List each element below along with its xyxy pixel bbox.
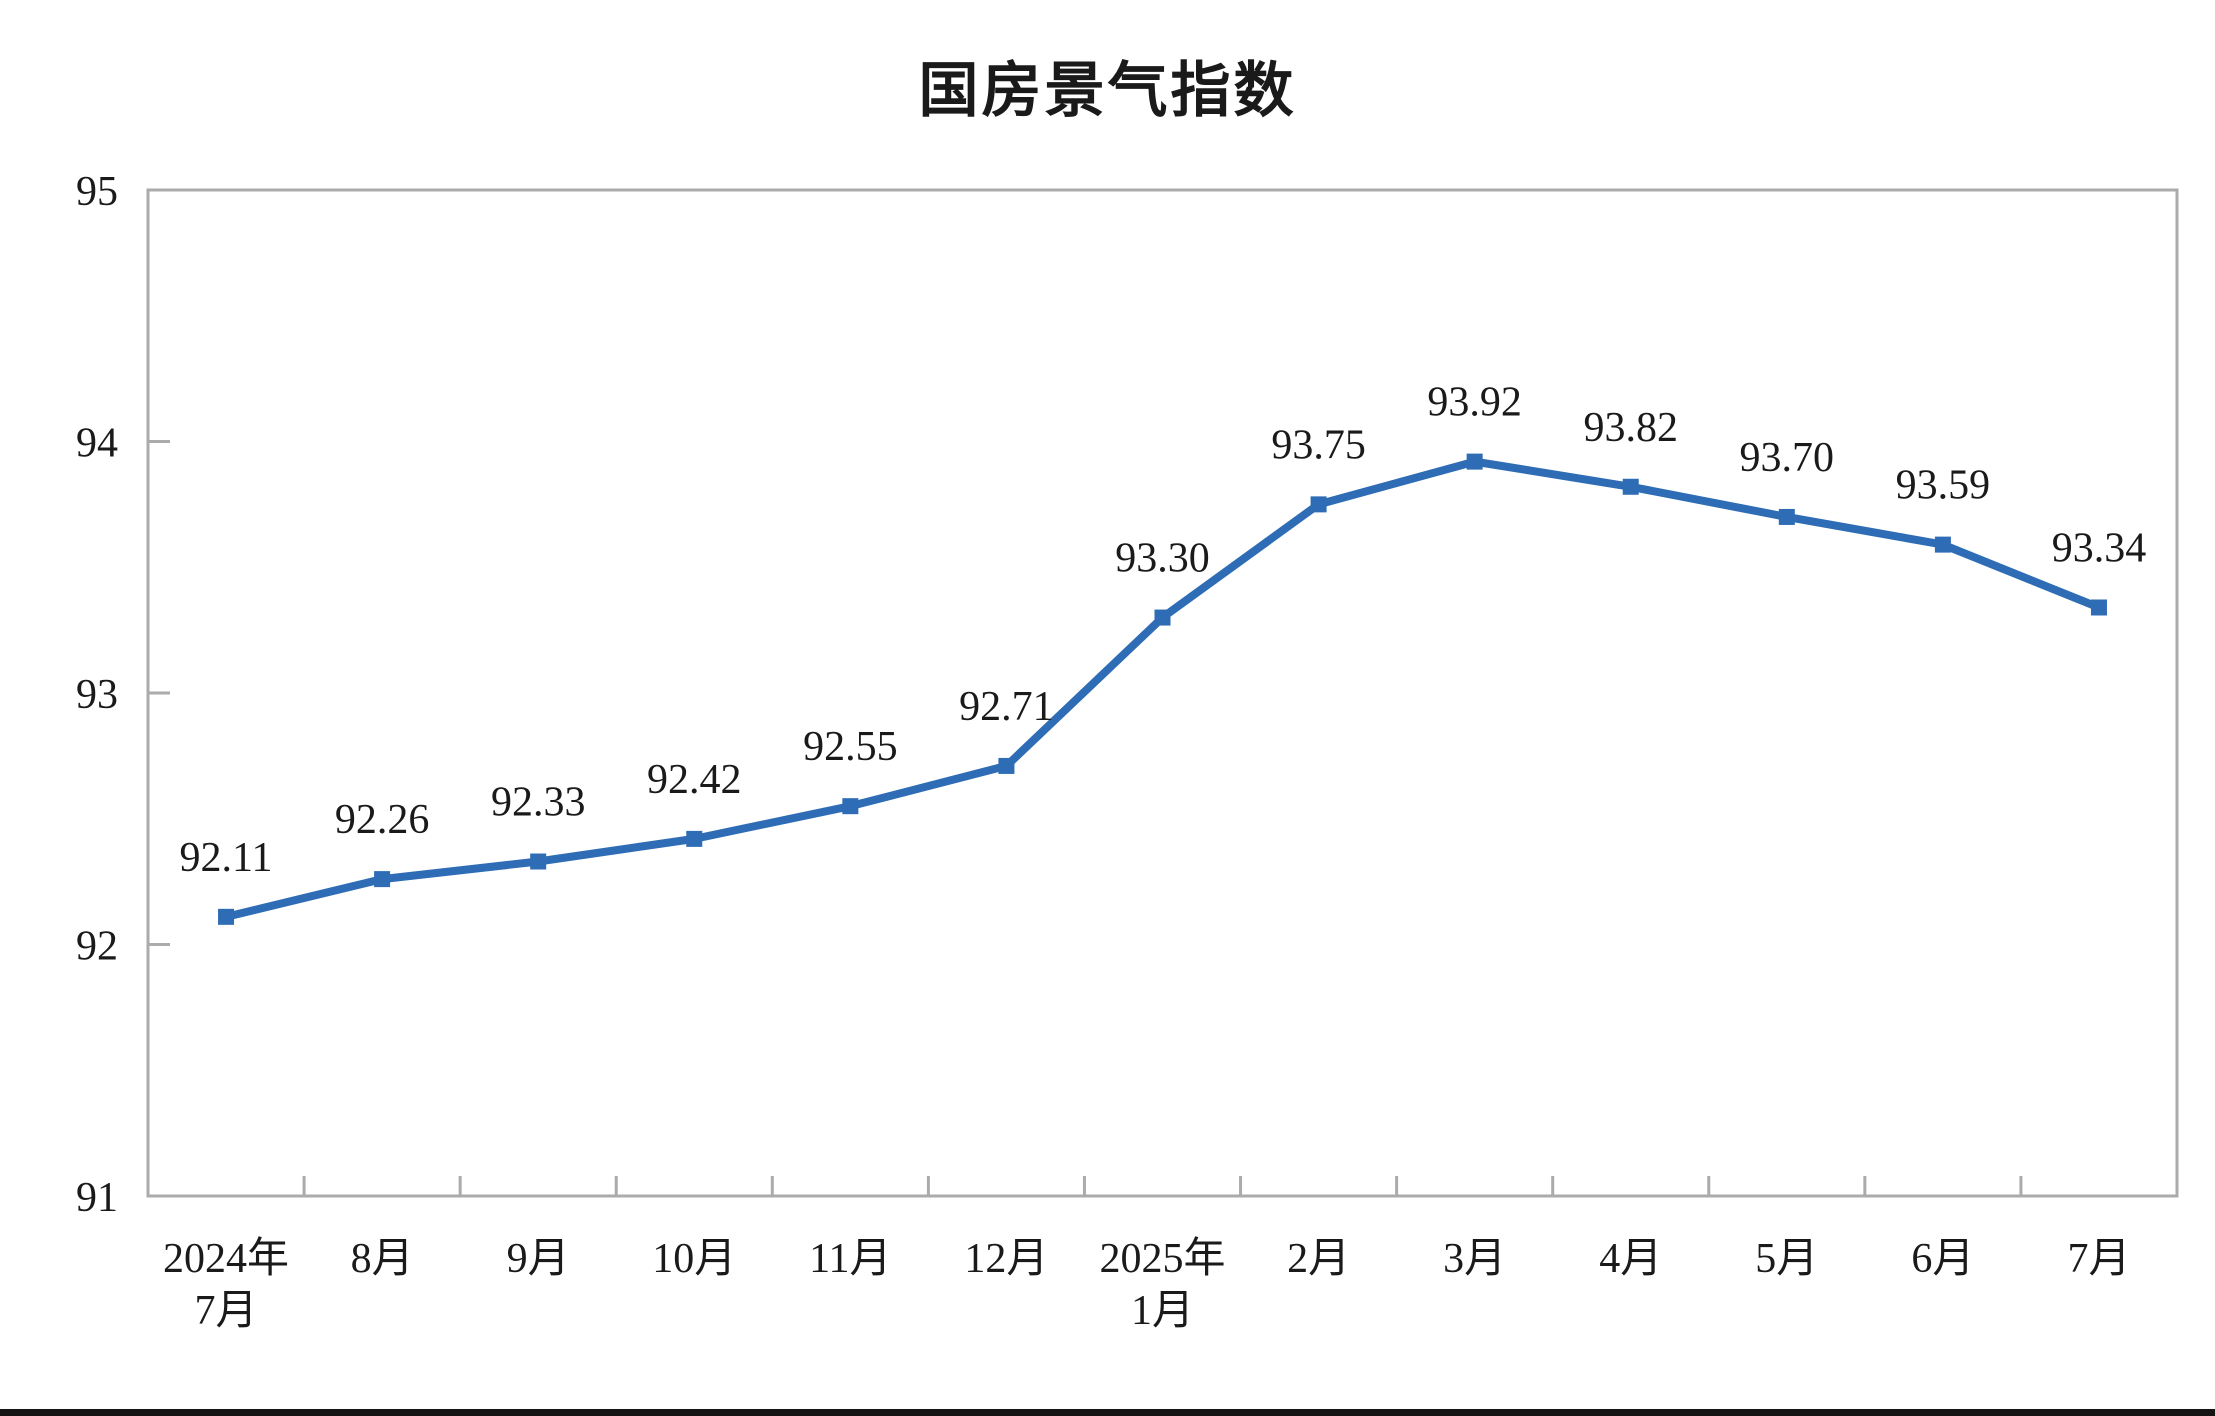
- data-point-marker: [1934, 536, 1951, 553]
- data-point-marker: [1622, 478, 1639, 495]
- data-point-label: 92.26: [335, 797, 430, 843]
- chart-title: 国房景气指数: [918, 57, 1297, 124]
- data-point-marker: [530, 853, 547, 870]
- bottom-divider-bar: [0, 1409, 2215, 1416]
- data-point-label: 93.75: [1271, 422, 1366, 468]
- data-point-marker: [2090, 599, 2107, 616]
- data-point-label: 93.59: [1896, 463, 1991, 509]
- data-point-marker: [842, 798, 859, 815]
- data-point-marker: [1778, 508, 1795, 525]
- data-point-label: 93.34: [2052, 525, 2147, 571]
- x-axis-label: 12月: [964, 1236, 1048, 1282]
- data-point-label: 92.42: [647, 757, 742, 803]
- x-axis-label: 4月: [1599, 1236, 1662, 1282]
- data-point-marker: [1154, 609, 1171, 626]
- data-point-marker: [1310, 496, 1327, 513]
- x-axis-label: 7月: [2067, 1236, 2130, 1282]
- data-point-label: 92.55: [803, 724, 898, 770]
- data-point-marker: [374, 871, 391, 888]
- plot-area-border: [146, 188, 2179, 1198]
- data-point-label: 93.92: [1427, 380, 1522, 426]
- data-point-marker: [686, 830, 703, 847]
- x-axis-label: 5月: [1755, 1236, 1818, 1282]
- data-point-label: 93.30: [1115, 536, 1210, 582]
- data-point-marker: [1466, 453, 1483, 470]
- x-axis-label: 11月: [809, 1236, 891, 1282]
- y-axis-tick-label: 94: [76, 421, 118, 467]
- x-axis-label: 9月: [507, 1236, 570, 1282]
- data-point-label: 93.70: [1740, 435, 1835, 481]
- x-axis-label: 10月: [652, 1236, 736, 1282]
- x-axis-label: 7月: [195, 1288, 258, 1334]
- data-point-label: 92.33: [491, 780, 586, 826]
- series-line: [222, 457, 2103, 921]
- x-axis-label: 2024年: [163, 1235, 289, 1282]
- y-axis-tick-label: 93: [76, 672, 118, 718]
- y-axis-tick-label: 95: [76, 169, 118, 215]
- data-point-marker: [218, 908, 235, 925]
- x-axis-label: 2月: [1287, 1236, 1350, 1282]
- x-axis-label: 2025年: [1099, 1235, 1225, 1282]
- y-axis-tick-label: 92: [76, 924, 118, 970]
- x-axis-label: 3月: [1443, 1236, 1506, 1282]
- x-axis-label: 6月: [1911, 1236, 1974, 1282]
- data-point-marker: [998, 757, 1015, 774]
- x-axis-label: 8月: [351, 1236, 414, 1282]
- data-point-label: 92.71: [959, 684, 1054, 730]
- data-point-label: 93.82: [1583, 405, 1678, 451]
- data-point-label: 92.11: [180, 835, 273, 881]
- x-axis-label: 1月: [1131, 1288, 1194, 1334]
- y-axis-tick-label: 91: [76, 1175, 118, 1221]
